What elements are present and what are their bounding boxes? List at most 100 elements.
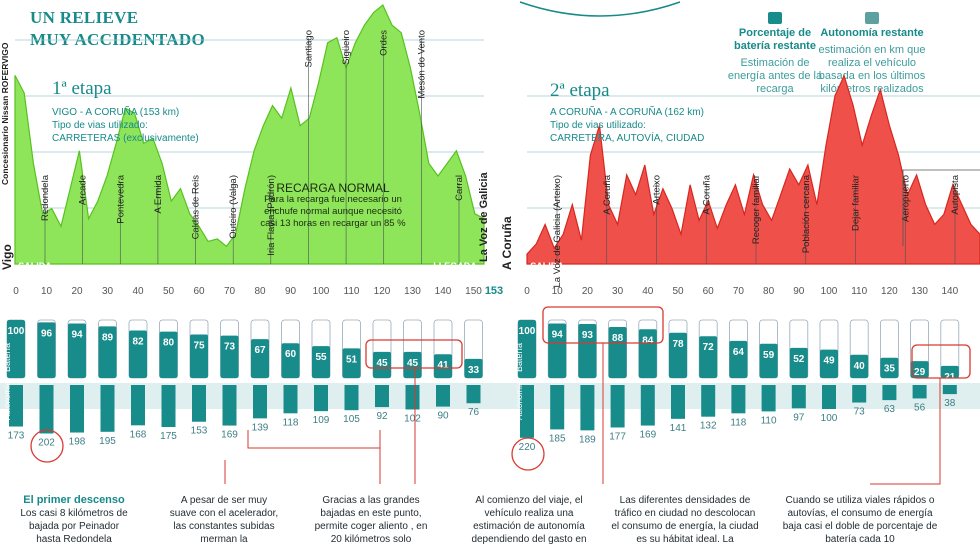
- legend-battery-heading: Porcentaje de batería restante: [734, 27, 816, 52]
- place-label-1-9: Ordes: [379, 30, 390, 56]
- km-tick-2-14: 140: [941, 286, 958, 297]
- battery-value-1-12: 45: [376, 358, 388, 369]
- note-3-text: Gracias a las grandes bajadas en este pu…: [314, 495, 428, 545]
- battery-bar-1-1: [37, 322, 56, 378]
- km-tick-1-14: 140: [435, 286, 452, 297]
- battery-row-label-1: Batería: [2, 343, 12, 372]
- autonomy-bar-1-8: [253, 385, 267, 419]
- autonomy-value-1-4: 168: [130, 429, 147, 440]
- autonomy-bar-1-0: [9, 385, 23, 427]
- battery-legend-swatch: [768, 12, 782, 24]
- battery-value-1-6: 75: [193, 341, 205, 352]
- battery-bar-2-8: [759, 343, 778, 378]
- autonomy-bar-1-15: [466, 385, 481, 404]
- autonomy-value-2-9: 97: [793, 412, 805, 423]
- autonomy-value-1-7: 169: [221, 430, 238, 441]
- battery-bar-1-5: [159, 331, 178, 378]
- autonomy-bar-2-3: [610, 385, 625, 428]
- autonomy-value-2-2: 189: [579, 434, 596, 445]
- place-label-1-3: A Ermida: [153, 174, 164, 213]
- place-label-1-1: Arcade: [78, 175, 89, 205]
- km-tick-2-1: 10: [552, 286, 564, 297]
- autonomy-value-2-11: 73: [854, 407, 866, 418]
- autonomy-value-2-13: 56: [914, 402, 926, 413]
- stage1-road-label: Tipo de vias utilizado:: [52, 120, 148, 131]
- km-tick-1-15: 150: [465, 286, 482, 297]
- place-label-2-0: La Voz de Galicia (Arteixo): [552, 175, 563, 287]
- km-tick-2-7: 70: [733, 286, 745, 297]
- battery-bar-2-12: [880, 357, 899, 378]
- place-label-2-2: Arteixo: [652, 175, 663, 205]
- autonomy-bar-2-14: [942, 385, 957, 395]
- battery-value-2-7: 64: [733, 347, 745, 358]
- place-label-1-10: Mesón do Vento: [416, 30, 427, 99]
- autonomy-value-2-0: 220: [519, 442, 536, 453]
- highlight-circle-202: [30, 429, 64, 463]
- stage2-heading: 2ª etapa: [550, 80, 610, 101]
- battery-value-2-2: 93: [582, 330, 594, 341]
- note-4: Al comienzo del viaje, el vehículo reali…: [462, 494, 596, 546]
- place-label-2-1: A Coruña: [602, 174, 613, 214]
- connector-6: [870, 378, 941, 485]
- battery-bar-1-15: [464, 358, 483, 378]
- autonomy-bar-2-10: [822, 385, 836, 409]
- autonomy-bar-2-7: [731, 385, 746, 414]
- battery-bar-1-7: [220, 335, 239, 378]
- battery-value-2-14: 21: [944, 372, 956, 383]
- autonomy-value-1-3: 195: [99, 436, 116, 447]
- start-city-vigo: Vigo: [0, 244, 14, 270]
- autonomy-bar-1-13: [405, 385, 420, 410]
- battery-value-2-10: 49: [823, 356, 835, 367]
- place-label-1-4: Caldas de Reis: [191, 175, 202, 240]
- autonomy-value-2-12: 63: [884, 404, 896, 415]
- title-line-2: MUY ACCIDENTADO: [30, 30, 205, 49]
- battery-bar-1-14: [434, 354, 452, 378]
- place-label-2-4: Recoger familiar: [751, 175, 762, 244]
- battery-bar-1-9: [281, 343, 300, 378]
- km-tick-2-12: 120: [881, 286, 898, 297]
- autonomy-value-1-0: 173: [8, 431, 25, 442]
- battery-bar-1-3: [98, 326, 117, 378]
- autonomy-value-2-6: 132: [700, 421, 717, 432]
- autonomy-bar-2-12: [882, 385, 897, 401]
- place-label-1-2: Pontevedra: [115, 174, 126, 223]
- note-1-text: Los casi 8 kilómetros de bajada por Pein…: [20, 508, 128, 545]
- battery-bar-2-10: [820, 349, 838, 378]
- autonomy-value-1-12: 92: [376, 411, 388, 422]
- stage2-route: A CORUÑA - A CORUÑA (162 km): [550, 107, 704, 118]
- note-3: Gracias a las grandes bajadas en este pu…: [312, 494, 430, 546]
- recarga-heading: RECARGA NORMAL: [276, 181, 390, 195]
- battery-value-2-1: 94: [552, 329, 564, 340]
- place-label-2-6: Dejar familiar: [851, 175, 862, 231]
- battery-value-2-9: 52: [793, 354, 805, 365]
- km-tick-1-3: 30: [102, 286, 114, 297]
- km-tick-2-8: 80: [763, 286, 775, 297]
- elevation-profile-1: [14, 4, 485, 265]
- battery-bar-2-14: [940, 365, 959, 378]
- autonomy-bar-1-2: [70, 385, 84, 433]
- note-1: El primer descenso Los casi 8 kilómetros…: [18, 494, 130, 546]
- km-tick-1-0: 0: [13, 286, 19, 297]
- note-2-text: A pesar de ser muy suave con el acelerad…: [169, 495, 279, 545]
- km-tick-1-2: 20: [71, 286, 83, 297]
- km-tick-2-5: 50: [672, 286, 684, 297]
- km-tick-1-11: 110: [344, 286, 360, 297]
- autonomy-value-2-1: 185: [549, 433, 566, 444]
- battery-bar-1-4: [129, 330, 147, 378]
- battery-bar-1-0: [7, 320, 25, 378]
- autonomy-bar-2-5: [671, 385, 685, 419]
- place-label-1-7: Santiago: [303, 30, 314, 68]
- km-tick-1-9: 90: [285, 286, 297, 297]
- stage2-road-label: Tipo de vias utilizado:: [550, 120, 646, 131]
- battery-value-2-12: 35: [884, 364, 896, 375]
- start-tag-1: SALIDA: [18, 261, 52, 271]
- autonomy-bar-1-4: [131, 385, 145, 426]
- battery-value-1-2: 94: [71, 329, 83, 340]
- autonomy-value-2-7: 118: [730, 417, 746, 428]
- km-tick-1-12: 120: [374, 286, 391, 297]
- autonomy-value-1-2: 198: [69, 437, 86, 448]
- legend-autonomy-heading: Autonomía restante: [820, 27, 924, 39]
- autonomy-legend-swatch: [865, 12, 879, 24]
- note-4-text: Al comienzo del viaje, el vehículo reali…: [471, 495, 587, 545]
- autonomy-bar-2-2: [580, 385, 595, 431]
